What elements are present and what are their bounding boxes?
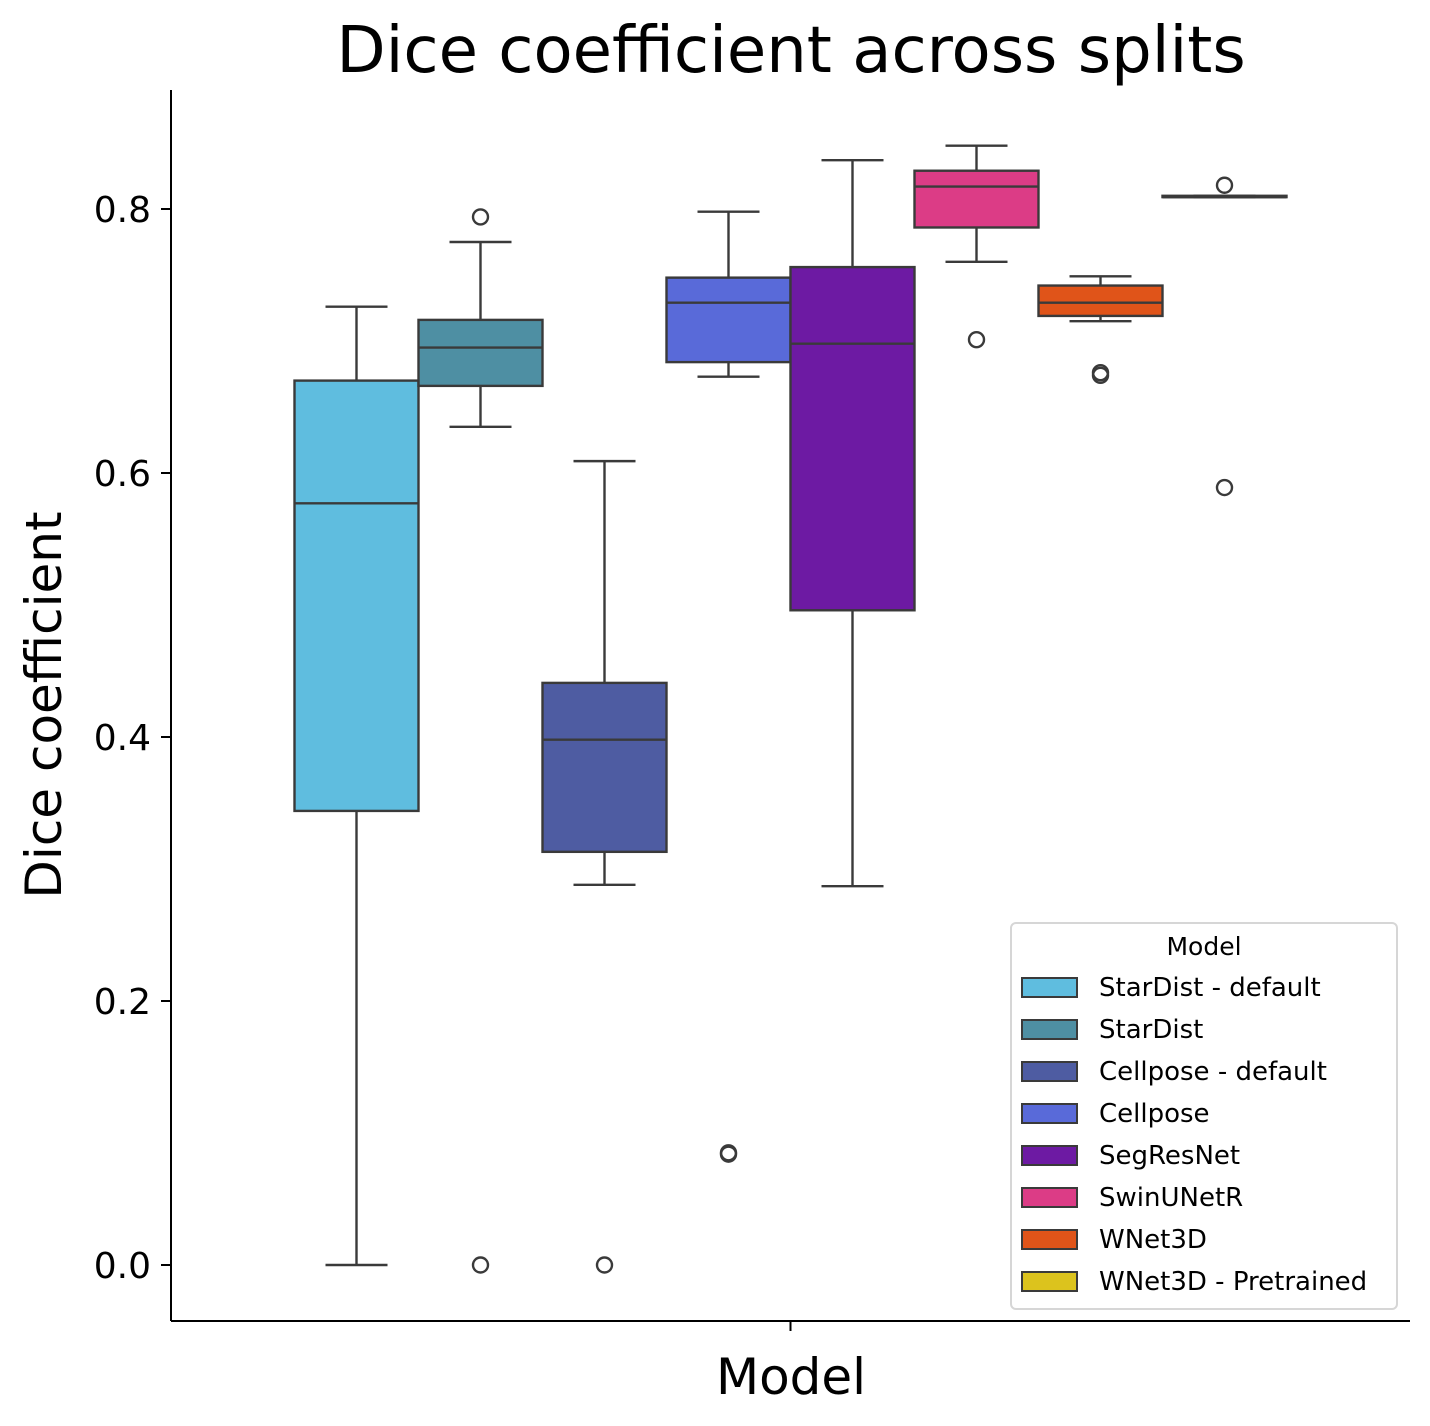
legend-item: WNet3D - Pretrained xyxy=(1021,1267,1367,1297)
legend-swatch xyxy=(1021,1271,1078,1292)
legend-label: StarDist xyxy=(1099,1015,1203,1045)
box-stardist-default xyxy=(293,305,420,1267)
outlier-point xyxy=(719,1145,738,1163)
legend-item: Cellpose xyxy=(1021,1099,1210,1129)
outlier-point xyxy=(1091,366,1110,385)
legend-swatch xyxy=(1021,977,1078,998)
x-axis-label: Model xyxy=(716,1348,866,1406)
box-body xyxy=(293,379,420,813)
legend-label: SwinUNetR xyxy=(1099,1183,1243,1213)
legend-swatch xyxy=(1021,1145,1078,1166)
legend-label: Cellpose xyxy=(1099,1099,1210,1129)
outlier-point xyxy=(1215,176,1234,194)
legend-label: StarDist - default xyxy=(1099,973,1321,1003)
legend-swatch xyxy=(1021,1187,1078,1208)
legend-item: StarDist xyxy=(1021,1015,1203,1045)
box-body xyxy=(1037,284,1164,318)
legend: Model StarDist - default StarDist Cellpose … xyxy=(1010,922,1398,1310)
box-body xyxy=(789,265,916,612)
outlier-point xyxy=(967,330,986,349)
y-tick-label: 0.0 xyxy=(94,1246,151,1287)
box-body xyxy=(665,276,792,364)
box-segresnet xyxy=(789,158,916,888)
y-tick-label: 0.2 xyxy=(94,982,151,1023)
legend-label: WNet3D - Pretrained xyxy=(1099,1267,1367,1297)
legend-item: Cellpose - default xyxy=(1021,1057,1327,1087)
legend-swatch xyxy=(1021,1019,1078,1040)
box-body xyxy=(541,681,668,854)
legend-swatch xyxy=(1021,1229,1078,1250)
box-wnet3d xyxy=(1037,275,1164,385)
legend-item: StarDist - default xyxy=(1021,973,1321,1003)
legend-label: WNet3D xyxy=(1099,1225,1207,1255)
legend-item: WNet3D xyxy=(1021,1225,1207,1255)
legend-item: SwinUNetR xyxy=(1021,1183,1243,1213)
legend-frame xyxy=(1010,922,1398,1310)
outlier-point xyxy=(1215,478,1234,497)
y-axis-label: Dice coefficient xyxy=(15,511,73,898)
chart-title: Dice coefficient across splits xyxy=(336,14,1245,88)
legend-label: SegResNet xyxy=(1099,1141,1240,1171)
y-tick-label: 0.6 xyxy=(94,454,151,495)
box-body xyxy=(913,169,1040,229)
legend-label: Cellpose - default xyxy=(1099,1057,1327,1087)
box-body xyxy=(417,318,544,388)
outlier-point xyxy=(595,1256,614,1274)
box-cellpose-default xyxy=(541,459,668,1274)
outlier-point xyxy=(471,1256,490,1274)
box-swinunetr xyxy=(913,144,1040,349)
box-wnet3d-pretrained xyxy=(1161,176,1288,497)
outlier-point xyxy=(471,208,490,226)
box-cellpose xyxy=(665,210,792,1163)
legend-swatch xyxy=(1021,1103,1078,1124)
plot-area: 0.0 0.2 0.4 0.6 0.8 xyxy=(94,90,1410,1331)
legend-title: Model xyxy=(1166,932,1241,961)
legend-item: SegResNet xyxy=(1021,1141,1240,1171)
y-tick-label: 0.4 xyxy=(94,718,151,759)
box-stardist xyxy=(417,208,544,1274)
legend-swatch xyxy=(1021,1061,1078,1082)
y-tick-label: 0.8 xyxy=(94,190,151,231)
